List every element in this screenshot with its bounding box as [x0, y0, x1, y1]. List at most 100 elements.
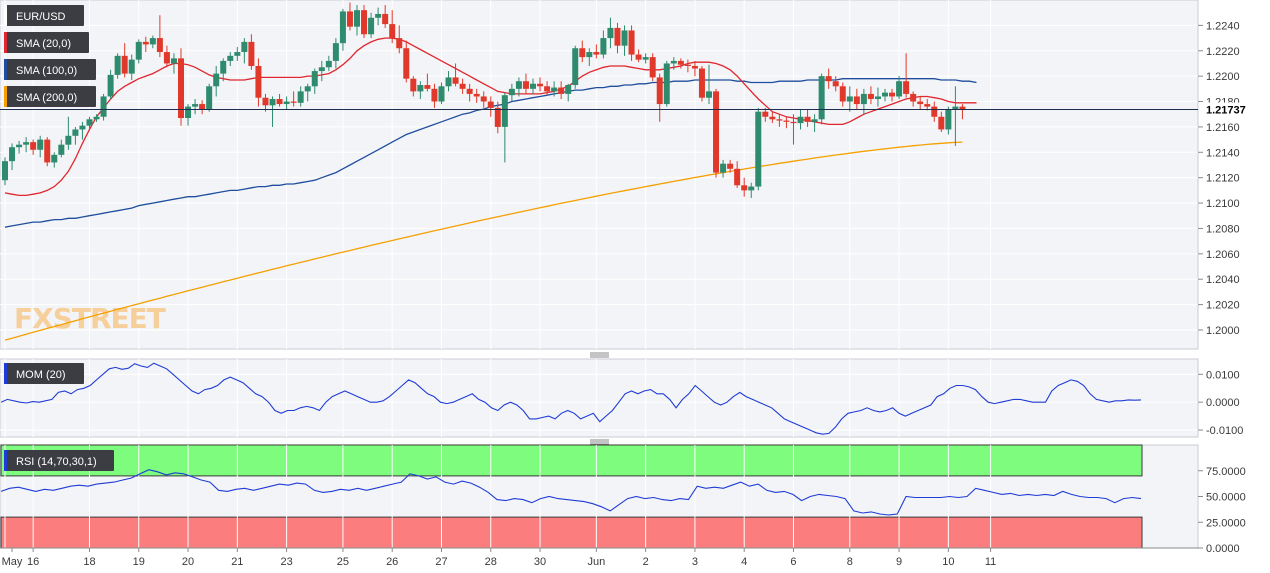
x-tick-label: 16: [27, 556, 39, 568]
candle: [931, 101, 938, 122]
candle: [593, 44, 600, 59]
candle: [290, 91, 297, 107]
candle: [424, 73, 431, 92]
candle: [628, 25, 635, 61]
candle: [72, 126, 79, 145]
candle: [325, 55, 332, 72]
candle-body: [431, 88, 438, 102]
legend-sma20-swatch: [4, 32, 7, 53]
candle-body: [748, 186, 755, 191]
candle: [206, 83, 213, 112]
candle-body: [720, 163, 727, 173]
rsi-tick-label: 75.0000: [1206, 466, 1246, 478]
candle-body: [804, 116, 811, 122]
x-tick-label: 23: [280, 556, 292, 568]
candle: [361, 5, 368, 39]
legend-sma200[interactable]: SMA (200,0): [4, 86, 96, 107]
legend-eurusd-label: EUR/USD: [16, 11, 66, 23]
candle-body: [135, 41, 142, 60]
candle: [663, 60, 670, 107]
candle: [839, 82, 846, 107]
price-tick-label: 1.2240: [1206, 20, 1240, 32]
candle: [825, 68, 832, 89]
candle: [635, 49, 642, 63]
candle: [227, 52, 234, 66]
candle-body: [593, 52, 600, 55]
x-tick-label: 8: [847, 556, 853, 568]
candle: [480, 91, 487, 108]
legend-rsi[interactable]: RSI (14,70,30,1): [4, 450, 114, 471]
momentum-tick-label: 0.0100: [1206, 369, 1240, 381]
candle: [297, 86, 304, 107]
candle-body: [480, 96, 487, 102]
candle: [614, 22, 621, 54]
legend-sma100[interactable]: SMA (100,0): [4, 59, 96, 80]
pane-resize-handle-2[interactable]: [590, 439, 609, 445]
candle-body: [354, 10, 360, 27]
x-tick-label: 28: [485, 556, 497, 568]
candle: [114, 53, 121, 79]
candle: [375, 7, 382, 26]
candle: [487, 96, 494, 117]
candle: [403, 40, 410, 83]
candle-body: [107, 74, 114, 97]
candle-body: [952, 106, 959, 110]
legend-sma20[interactable]: SMA (20,0): [4, 32, 89, 53]
candle: [241, 38, 248, 64]
candle-body: [867, 93, 874, 99]
candle: [149, 35, 156, 49]
legend-eurusd[interactable]: EUR/USD: [4, 5, 84, 26]
candle-body: [938, 116, 945, 130]
legend-momentum[interactable]: MOM (20): [4, 363, 84, 384]
candle-body: [628, 30, 635, 55]
candle: [185, 104, 192, 126]
candle-body: [30, 142, 37, 150]
price-tick-label: 1.2000: [1206, 325, 1240, 337]
candle: [776, 114, 783, 127]
candle: [163, 45, 170, 68]
candle-body: [487, 101, 494, 108]
candle: [396, 25, 403, 54]
candle-body: [558, 87, 565, 94]
candle: [248, 34, 255, 70]
legend-eurusd-swatch: [4, 5, 7, 26]
pane-resize-handle-1[interactable]: [590, 352, 609, 358]
momentum-axis: 0.0100 0.0000 -0.0100: [0, 369, 1243, 437]
legend-eurusd-box: [4, 5, 84, 26]
candle: [368, 12, 375, 39]
candle: [466, 83, 473, 102]
candle: [558, 81, 565, 99]
candle-body: [551, 87, 558, 92]
price-tick-label: 1.2200: [1206, 71, 1240, 83]
candle: [903, 53, 910, 98]
legend-momentum-swatch: [4, 363, 7, 384]
candle: [178, 48, 184, 126]
candle: [262, 93, 269, 112]
legend-rsi-box: [4, 450, 114, 471]
candle-body: [579, 48, 586, 58]
candle: [656, 73, 663, 122]
candle: [649, 53, 656, 82]
candle-body: [931, 106, 938, 117]
candle: [924, 98, 931, 111]
candle-body: [2, 161, 8, 181]
candle-body: [663, 63, 670, 105]
x-tick-label: 11: [985, 556, 996, 568]
momentum-line: [0, 362, 1142, 435]
candle-body: [776, 119, 783, 121]
price-pane: [0, 0, 1199, 350]
rsi-tick-label: 25.0000: [1206, 517, 1246, 529]
candle: [100, 93, 107, 121]
candle: [51, 152, 58, 168]
candle-body: [572, 48, 579, 86]
candle-body: [713, 91, 720, 173]
candle-body: [51, 154, 58, 163]
legend-sma200-label: SMA (200,0): [16, 92, 77, 104]
candle: [431, 83, 438, 108]
candle-body: [163, 52, 170, 64]
candle: [565, 83, 572, 102]
candle-body: [874, 96, 881, 99]
candle-body: [318, 67, 325, 72]
candle: [192, 98, 199, 115]
candle-body: [706, 91, 712, 98]
